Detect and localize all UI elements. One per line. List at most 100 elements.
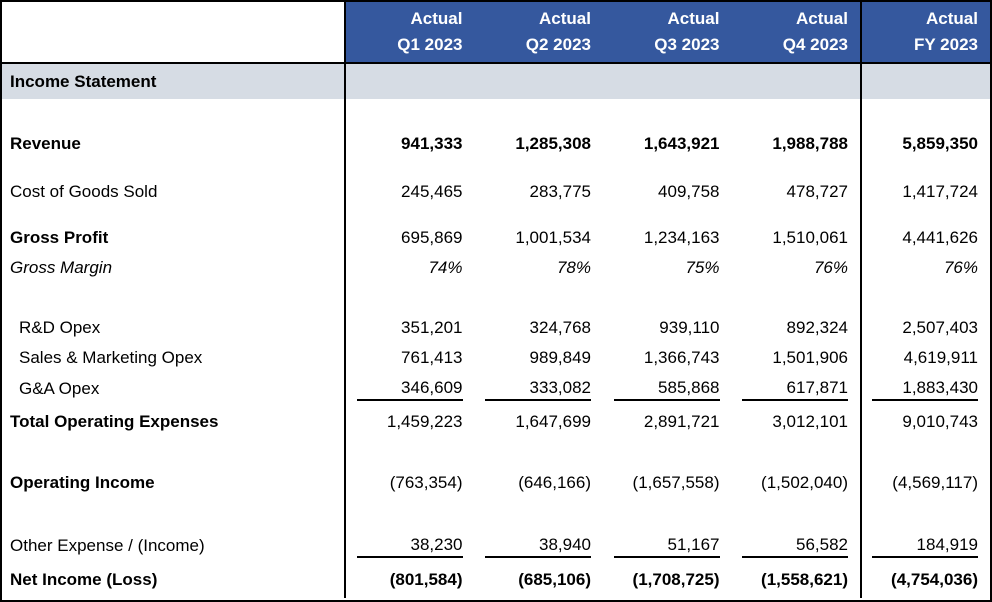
cell-value: 56,582 [742, 535, 848, 558]
table-row-total-operating-expenses: Total Operating Expenses 1,459,223 1,647,6… [2, 405, 990, 438]
cell-value: 409,758 [658, 182, 720, 201]
cell-value: (646,166) [518, 473, 591, 492]
cell-value: (4,754,036) [891, 570, 978, 589]
cell-value: 585,868 [613, 378, 720, 401]
cell-value: 941,333 [401, 134, 463, 153]
cell-gross-margin-q4-2023: 76% [732, 253, 861, 283]
cell-cost-of-goods-sold-fy-2023: 1,417,724 [860, 177, 990, 207]
cell-value: 4,619,911 [903, 348, 978, 367]
spacer-row [2, 283, 990, 313]
row-label: R&D Opex [2, 313, 346, 343]
cell-gross-margin-q2-2023: 78% [475, 253, 604, 283]
table-body: Revenue 941,333 1,285,308 1,643,921 1,988,78… [2, 99, 990, 600]
cell-revenue-fy-2023: 5,859,350 [860, 129, 990, 159]
cell-value: 695,869 [401, 228, 463, 247]
row-label: Other Expense / (Income) [2, 530, 346, 562]
cell-value: 939,110 [659, 318, 720, 337]
cell-net-income-loss-q4-2023: (1,558,621) [732, 562, 861, 598]
cell-value: 1,883,430 [872, 378, 978, 401]
cell-g-a-opex-q3-2023: 585,868 [603, 373, 732, 405]
table-row-r-d-opex: R&D Opex 351,201 324,768 939,110 892,324 2,50… [2, 313, 990, 343]
cell-net-income-loss-q1-2023: (801,584) [346, 562, 475, 598]
cell-total-operating-expenses-q2-2023: 1,647,699 [475, 405, 604, 438]
cell-value: (1,657,558) [632, 473, 720, 492]
row-label: Net Income (Loss) [2, 562, 346, 598]
column-header-line2: FY 2023 [914, 35, 978, 54]
row-label: Total Operating Expenses [2, 405, 346, 438]
table-row-g-a-opex: G&A Opex 346,609 333,082 585,868 617,871 1,88… [2, 373, 990, 405]
cell-sales-marketing-opex-fy-2023: 4,619,911 [860, 343, 990, 373]
cell-value: 75% [685, 258, 720, 277]
cell-value: 51,167 [613, 535, 720, 558]
cell-g-a-opex-q4-2023: 617,871 [732, 373, 861, 405]
cell-net-income-loss-fy-2023: (4,754,036) [860, 562, 990, 598]
cell-value: 989,849 [529, 348, 591, 367]
spacer-row [2, 498, 990, 530]
cell-revenue-q3-2023: 1,643,921 [603, 129, 732, 159]
cell-gross-margin-q3-2023: 75% [603, 253, 732, 283]
cell-gross-profit-q1-2023: 695,869 [346, 223, 475, 253]
cell-g-a-opex-q2-2023: 333,082 [475, 373, 604, 405]
cell-value: 2,507,403 [902, 318, 978, 337]
row-label: Cost of Goods Sold [2, 177, 346, 207]
cell-value: 351,201 [401, 318, 463, 337]
cell-value: 1,417,724 [902, 182, 978, 201]
cell-operating-income-q4-2023: (1,502,040) [732, 468, 861, 498]
cell-cost-of-goods-sold-q3-2023: 409,758 [603, 177, 732, 207]
cell-value: 478,727 [786, 182, 848, 201]
section-title: Income Statement [10, 71, 157, 91]
cell-value: 1,501,906 [772, 348, 848, 367]
cell-gross-profit-q4-2023: 1,510,061 [732, 223, 861, 253]
cell-sales-marketing-opex-q3-2023: 1,366,743 [603, 343, 732, 373]
cell-value: 245,465 [401, 182, 463, 201]
spacer-row [2, 99, 990, 129]
cell-value: 761,413 [401, 348, 463, 367]
table-row-net-income-loss: Net Income (Loss) (801,584) (685,106) (1,70… [2, 562, 990, 598]
cell-value: 76% [813, 258, 848, 277]
column-header-q3-2023: Actual Q3 2023 [603, 2, 732, 62]
column-header-q2-2023: Actual Q2 2023 [474, 2, 603, 62]
cell-revenue-q2-2023: 1,285,308 [475, 129, 604, 159]
cell-value: 1,001,534 [515, 228, 591, 247]
cell-operating-income-q1-2023: (763,354) [346, 468, 475, 498]
cell-r-d-opex-fy-2023: 2,507,403 [860, 313, 990, 343]
cell-r-d-opex-q2-2023: 324,768 [475, 313, 604, 343]
cell-total-operating-expenses-q4-2023: 3,012,101 [732, 405, 861, 438]
column-header-line2: Q4 2023 [782, 35, 848, 54]
cell-value: 346,609 [356, 378, 463, 401]
section-title-row: Income Statement [2, 64, 990, 99]
cell-gross-profit-q3-2023: 1,234,163 [603, 223, 732, 253]
cell-value: 5,859,350 [902, 134, 978, 153]
cell-value: 1,510,061 [772, 228, 848, 247]
cell-other-expense-income-q2-2023: 38,940 [475, 530, 604, 562]
header-corner-cell [2, 2, 346, 62]
cell-value: (1,558,621) [761, 570, 848, 589]
cell-value: 74% [428, 258, 463, 277]
cell-r-d-opex-q3-2023: 939,110 [603, 313, 732, 343]
cell-value: (685,106) [518, 570, 591, 589]
cell-value: (4,569,117) [892, 473, 978, 492]
column-header-line1: Actual [667, 8, 720, 28]
column-header-line2: Q2 2023 [525, 35, 591, 54]
table-row-other-expense-income: Other Expense / (Income) 38,230 38,940 51,1… [2, 530, 990, 562]
table-row-gross-margin: Gross Margin 74% 78% 75% 76% 76% [2, 253, 990, 283]
cell-value: 9,010,743 [902, 411, 978, 431]
cell-value: 324,768 [529, 318, 591, 337]
cell-operating-income-fy-2023: (4,569,117) [860, 468, 990, 498]
cell-cost-of-goods-sold-q1-2023: 245,465 [346, 177, 475, 207]
cell-value: 38,230 [356, 535, 463, 558]
spacer-row [2, 207, 990, 223]
table-row-gross-profit: Gross Profit 695,869 1,001,534 1,234,163 1,5… [2, 223, 990, 253]
cell-operating-income-q2-2023: (646,166) [475, 468, 604, 498]
cell-revenue-q4-2023: 1,988,788 [732, 129, 861, 159]
cell-total-operating-expenses-q1-2023: 1,459,223 [346, 405, 475, 438]
column-header-line1: Actual [796, 8, 848, 28]
cell-value: 1,234,163 [643, 228, 720, 247]
row-label: Sales & Marketing Opex [2, 343, 346, 373]
row-label: Gross Profit [2, 223, 346, 253]
cell-total-operating-expenses-q3-2023: 2,891,721 [603, 405, 732, 438]
row-label: G&A Opex [2, 373, 346, 405]
cell-net-income-loss-q3-2023: (1,708,725) [603, 562, 732, 598]
cell-r-d-opex-q4-2023: 892,324 [732, 313, 861, 343]
